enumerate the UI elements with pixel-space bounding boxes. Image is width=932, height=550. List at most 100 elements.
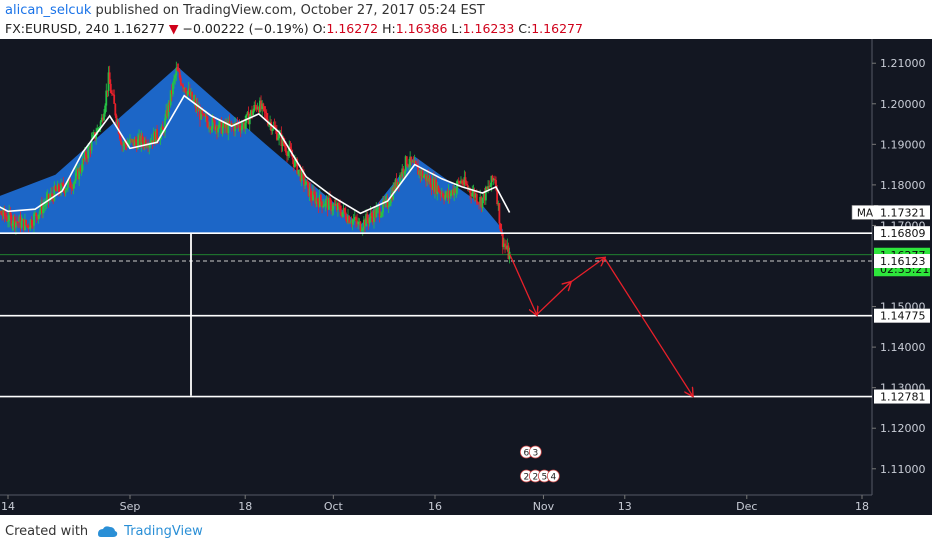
candle-body [334,203,337,205]
candle-body [132,139,135,146]
candle-body [322,205,325,208]
candle-body [261,103,264,110]
moving-average-line [0,94,511,215]
event-marker-circle [528,445,542,459]
candle-body [309,188,312,197]
candle-body [207,121,209,128]
price-tick-label: 1.20000 [880,98,926,111]
low-label: L: [451,21,463,36]
candle-body [178,71,181,78]
candle-body [449,193,452,197]
candle-body [210,128,213,130]
ohlc-legend: FX:EURUSD, 240 1.16277 ▼ −0.00222 (−0.19… [5,21,583,36]
candle-body [217,127,220,133]
candle-body [27,225,30,228]
level-price-text: 1.16809 [880,227,926,240]
candle-body [30,219,33,226]
candle-body [54,186,57,190]
candle-body [50,193,52,198]
candle-body [451,190,453,194]
candle-body [489,185,492,188]
candle-body [60,183,62,194]
candle-body [166,110,169,117]
last-price-text: 1.16277 [113,21,165,36]
candle-body [406,165,409,167]
candle-body [431,178,434,190]
head-and-shoulders-pattern [0,66,503,234]
candle-body [134,139,137,143]
candle-body [40,203,43,214]
candle-body [70,187,73,189]
chart-canvas[interactable]: 6 32 2 5 41.210001.200001.190001.180001.1700… [0,39,932,515]
candle-body [255,106,258,110]
candle-body [225,123,227,128]
candle-body [350,222,353,224]
time-tick-label: 18 [238,500,252,513]
candle-body [26,225,29,227]
candle-body [333,204,336,206]
candle-body [498,203,501,224]
candle-body [471,192,474,197]
candle-body [303,173,305,185]
candle-body [505,246,508,249]
time-tick-label: Dec [736,500,757,513]
candle-body [327,197,330,210]
candle-body [393,186,396,192]
candle-body [257,107,260,113]
candle-body [486,186,488,189]
ma-value-text: 1.17321 [880,206,926,219]
candle-body [16,221,18,223]
author-link[interactable]: alican_selcuk [5,3,92,18]
candle-body [173,78,175,83]
candle-body [53,186,56,201]
event-marker-label: 2 [523,473,529,483]
candle-body [165,110,168,119]
candle-body [316,198,319,202]
candle-body [203,114,206,117]
candle-body [151,140,154,144]
candle-body [116,122,119,124]
time-tick-label: 13 [618,500,632,513]
candle-body [80,170,83,172]
candle-body [287,151,290,157]
candle-body [3,208,6,217]
candle-body [420,170,423,176]
candle-body [246,112,249,115]
candle-body [156,129,159,140]
candle-body [196,104,199,112]
candle-body [394,179,397,192]
candle-body [146,146,148,148]
candle-body [120,138,122,145]
candle-body [418,170,421,175]
candle-body [312,191,314,201]
candle-body [488,186,491,188]
candle-body [238,124,241,128]
candle-body [416,163,418,166]
candle-body [190,91,192,96]
candle-body [335,203,338,210]
candle-body [286,152,288,157]
candle-body [31,225,34,227]
candle-body [69,178,72,188]
candle-body [296,158,299,174]
price-chart[interactable]: 6 3 2 2 5 4 1.21000 1.20000 1.19000 1.18000 1.1700… [0,39,932,515]
candle-body [275,129,278,140]
candle-body [204,116,207,118]
candle-body [325,199,328,201]
tradingview-link[interactable]: TradingView [124,524,203,539]
candle-body [425,174,427,182]
candle-body [414,160,417,164]
candle-body [344,212,347,220]
candle-body [375,208,378,218]
candle-body [343,208,346,213]
candle-body [427,176,430,182]
candle-body [44,205,47,207]
candle-body [499,223,502,231]
candle-body [308,188,311,196]
candle-body [444,194,447,200]
candle-body [410,156,413,162]
candle-body [81,158,84,171]
candle-body [169,90,172,106]
candle-body [242,122,244,126]
candle-body [256,107,259,110]
